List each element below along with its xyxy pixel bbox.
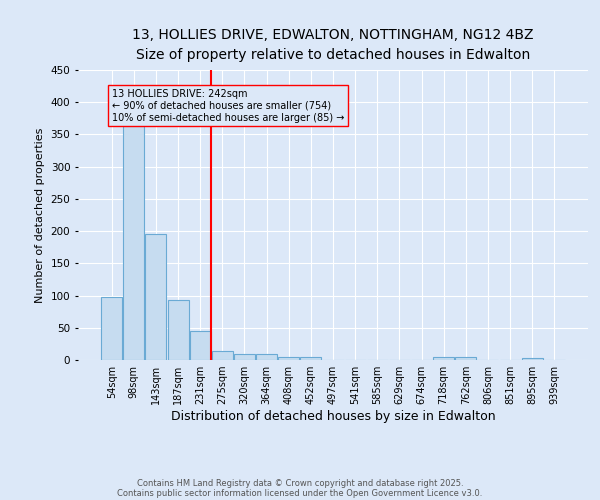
Bar <box>455 358 476 360</box>
Bar <box>124 126 145 360</box>
Bar <box>145 234 166 360</box>
Bar <box>301 357 322 360</box>
Bar <box>256 354 277 360</box>
Text: 13 HOLLIES DRIVE: 242sqm
← 90% of detached houses are smaller (754)
10% of semi-: 13 HOLLIES DRIVE: 242sqm ← 90% of detach… <box>112 90 344 122</box>
Bar <box>234 354 255 360</box>
Bar <box>212 351 233 360</box>
Bar <box>278 358 299 360</box>
Bar <box>433 358 454 360</box>
X-axis label: Distribution of detached houses by size in Edwalton: Distribution of detached houses by size … <box>170 410 496 423</box>
Bar <box>101 298 122 360</box>
Bar <box>167 300 188 360</box>
Text: Contains HM Land Registry data © Crown copyright and database right 2025.: Contains HM Land Registry data © Crown c… <box>137 478 463 488</box>
Bar <box>190 331 211 360</box>
Title: 13, HOLLIES DRIVE, EDWALTON, NOTTINGHAM, NG12 4BZ
Size of property relative to d: 13, HOLLIES DRIVE, EDWALTON, NOTTINGHAM,… <box>132 28 534 62</box>
Text: Contains public sector information licensed under the Open Government Licence v3: Contains public sector information licen… <box>118 488 482 498</box>
Y-axis label: Number of detached properties: Number of detached properties <box>35 128 45 302</box>
Bar <box>521 358 542 360</box>
